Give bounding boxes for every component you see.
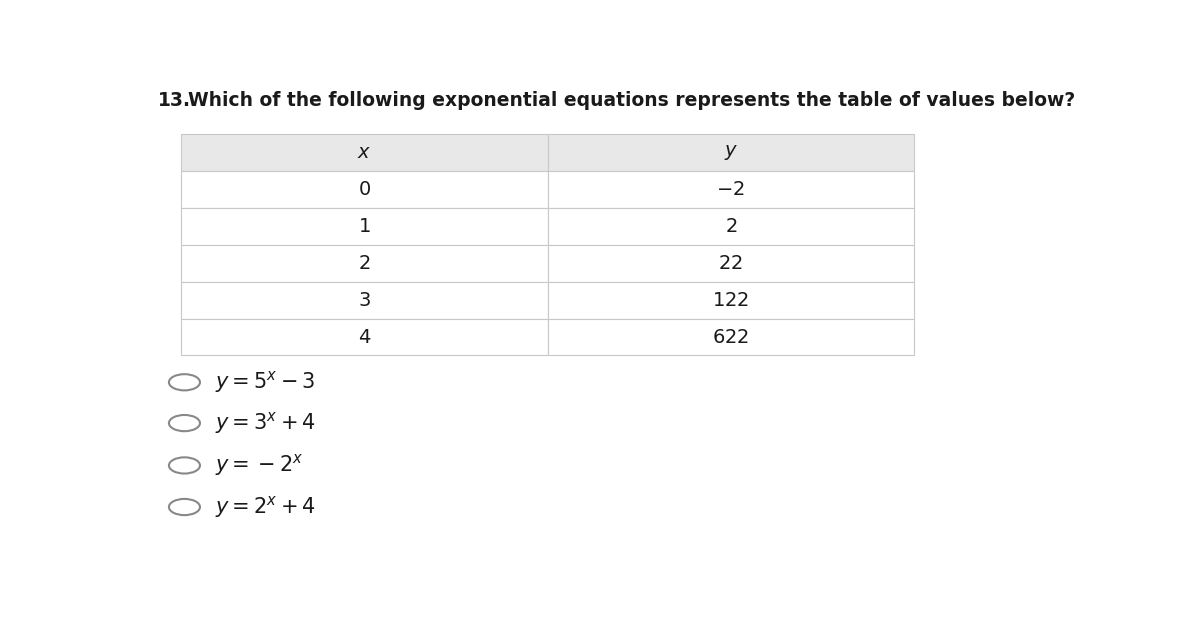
FancyBboxPatch shape (548, 171, 914, 208)
FancyBboxPatch shape (181, 319, 548, 355)
FancyBboxPatch shape (548, 319, 914, 355)
Text: $622$: $622$ (713, 327, 749, 347)
FancyBboxPatch shape (181, 171, 548, 208)
Text: $2$: $2$ (358, 254, 371, 272)
Text: $-2$: $-2$ (716, 180, 746, 199)
Text: $y = 2^x + 4$: $y = 2^x + 4$ (216, 494, 317, 520)
Text: $x$: $x$ (357, 143, 371, 162)
Text: $1$: $1$ (358, 217, 371, 236)
Text: $2$: $2$ (724, 217, 737, 236)
FancyBboxPatch shape (548, 282, 914, 319)
FancyBboxPatch shape (181, 282, 548, 319)
Text: $y$: $y$ (723, 143, 737, 162)
FancyBboxPatch shape (181, 208, 548, 245)
Text: $y = 5^x - 3$: $y = 5^x - 3$ (216, 370, 316, 396)
Text: 13.: 13. (158, 91, 191, 110)
FancyBboxPatch shape (181, 134, 548, 171)
Text: $22$: $22$ (719, 254, 743, 272)
Text: $4$: $4$ (358, 327, 371, 347)
FancyBboxPatch shape (548, 134, 914, 171)
Text: $3$: $3$ (358, 290, 371, 310)
FancyBboxPatch shape (181, 245, 548, 282)
Text: $122$: $122$ (713, 290, 749, 310)
FancyBboxPatch shape (548, 245, 914, 282)
Text: $y = 3^x + 4$: $y = 3^x + 4$ (216, 410, 317, 436)
Text: $0$: $0$ (358, 180, 371, 199)
FancyBboxPatch shape (548, 208, 914, 245)
Text: $y = -2^x$: $y = -2^x$ (216, 452, 304, 478)
Text: Which of the following exponential equations represents the table of values belo: Which of the following exponential equat… (188, 91, 1076, 110)
